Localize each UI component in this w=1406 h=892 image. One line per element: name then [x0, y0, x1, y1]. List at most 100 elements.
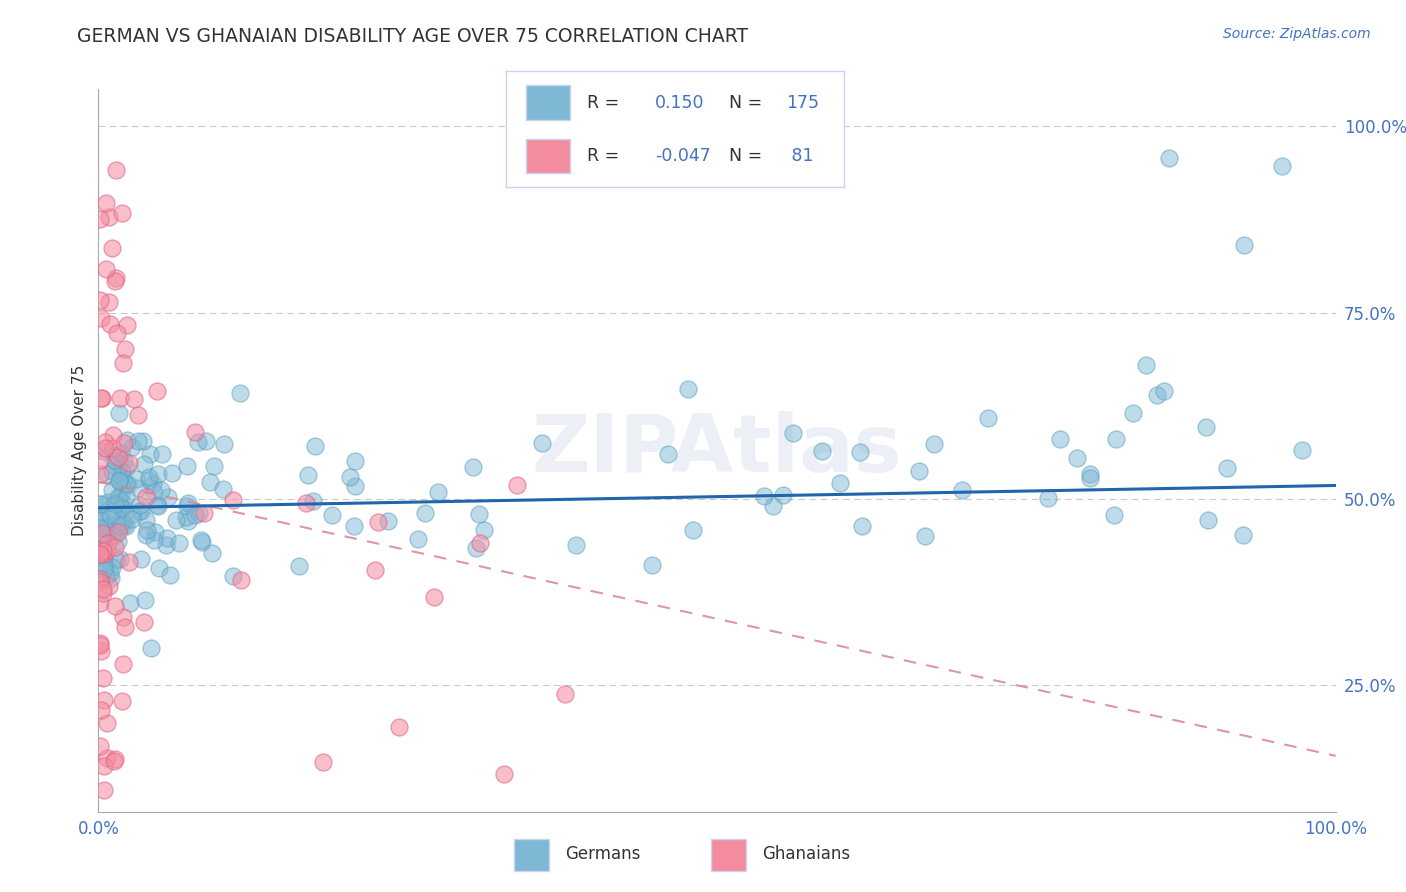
Point: [415, 506, 437, 520]
Point: [96, 716, 118, 731]
Point: [304, 439, 326, 453]
Point: [114, 342, 136, 356]
Point: [922, 437, 945, 451]
Point: [103, 754, 125, 768]
Point: [90, 536, 112, 550]
Point: [91, 391, 114, 405]
Point: [135, 490, 157, 504]
Point: [176, 458, 198, 473]
Point: [506, 477, 529, 491]
Point: [110, 500, 132, 515]
Point: [1233, 237, 1256, 252]
Point: [321, 508, 343, 522]
Point: [1105, 432, 1128, 446]
Point: [101, 464, 124, 478]
Point: [1153, 384, 1175, 399]
Point: [117, 318, 139, 332]
Point: [110, 514, 132, 528]
Point: [103, 528, 125, 542]
Point: [1215, 461, 1237, 475]
Point: [94, 196, 117, 211]
Point: [127, 481, 149, 495]
Point: [142, 484, 165, 499]
Point: [104, 524, 127, 539]
Point: [1078, 467, 1101, 481]
Point: [554, 687, 576, 701]
Point: [110, 519, 132, 533]
Point: [176, 510, 198, 524]
Point: [110, 391, 132, 405]
Point: [107, 534, 129, 549]
Point: [169, 535, 191, 549]
Point: [148, 499, 170, 513]
Point: [752, 489, 775, 503]
Point: [121, 508, 143, 522]
Point: [107, 450, 129, 465]
Point: [104, 540, 127, 554]
Point: [107, 524, 129, 539]
Point: [89, 511, 111, 525]
Point: [294, 496, 316, 510]
Point: [367, 515, 389, 529]
Point: [129, 504, 152, 518]
Point: [107, 406, 129, 420]
Point: [90, 644, 112, 658]
Point: [772, 488, 794, 502]
Point: [94, 435, 117, 450]
Point: [96, 467, 118, 481]
Text: 81: 81: [786, 147, 814, 165]
Point: [93, 547, 115, 561]
Point: [143, 533, 166, 547]
Point: [100, 571, 122, 585]
Point: [127, 409, 149, 423]
Point: [191, 535, 214, 549]
Point: [159, 567, 181, 582]
Point: [1135, 358, 1157, 372]
Point: [112, 454, 135, 468]
Point: [112, 356, 135, 370]
Point: [108, 491, 131, 505]
Point: [343, 519, 366, 533]
Point: [111, 477, 134, 491]
Point: [108, 551, 131, 566]
Text: 0.150: 0.150: [655, 94, 704, 112]
Point: [1157, 151, 1180, 165]
Point: [111, 609, 134, 624]
Point: [91, 671, 114, 685]
Point: [93, 562, 115, 576]
Point: [146, 498, 169, 512]
Point: [297, 467, 319, 482]
Point: [229, 386, 252, 401]
Point: [187, 435, 209, 450]
Point: [676, 382, 699, 396]
Text: 175: 175: [786, 94, 820, 112]
Point: [89, 467, 111, 482]
Point: [127, 434, 149, 448]
Point: [94, 521, 117, 535]
Point: [89, 547, 111, 561]
Point: [364, 563, 387, 577]
Point: [97, 536, 120, 550]
Point: [1049, 432, 1071, 446]
Point: [156, 531, 179, 545]
Text: Germans: Germans: [565, 845, 641, 863]
Point: [100, 566, 122, 581]
Point: [134, 457, 156, 471]
Point: [112, 518, 135, 533]
Point: [565, 537, 588, 551]
Point: [118, 456, 141, 470]
Point: [115, 434, 138, 448]
Point: [914, 529, 936, 543]
Point: [101, 504, 124, 518]
Point: [212, 436, 235, 450]
Point: [810, 444, 832, 458]
Point: [115, 477, 138, 491]
Point: [110, 487, 132, 501]
Point: [1078, 471, 1101, 485]
Point: [90, 497, 112, 511]
Point: [343, 454, 366, 468]
Point: [107, 462, 129, 476]
Point: [1197, 513, 1219, 527]
Point: [90, 703, 112, 717]
Point: [657, 447, 679, 461]
